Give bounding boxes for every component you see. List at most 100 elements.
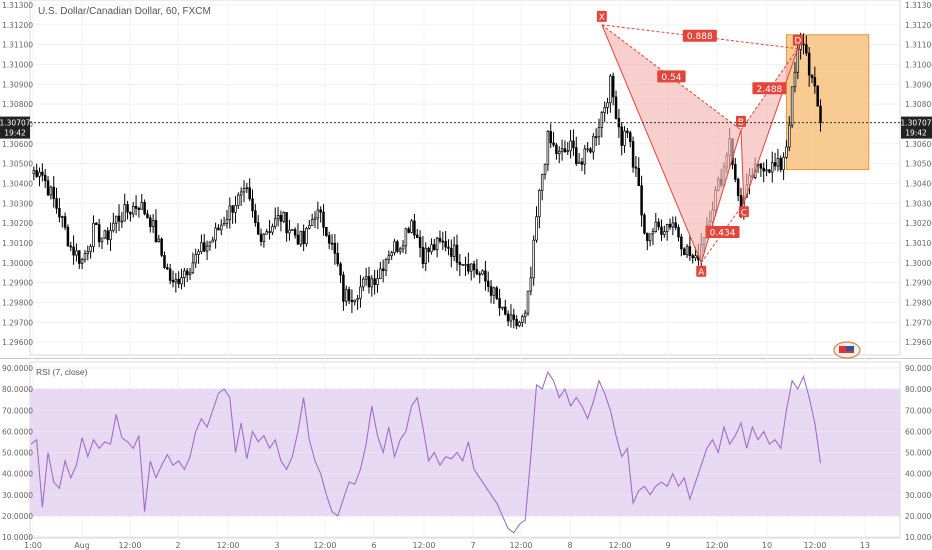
candle-body [461,264,464,266]
candle-body [151,220,155,228]
rsi-tick-label-left: 60.0000 [2,427,33,436]
candle-body [393,241,396,253]
candle-body [134,206,138,209]
candle-body [506,313,510,322]
candle-body [276,215,280,220]
price-panel[interactable] [29,0,901,356]
candle-body [356,298,359,301]
candle-body [407,228,410,233]
candle-body [819,105,822,123]
candle-body [580,161,584,165]
candle-body [342,274,345,302]
candle-body [597,126,601,138]
candle-body [660,226,663,235]
candle-body [319,209,322,213]
candle-body [549,131,552,144]
candle-body [592,136,595,153]
candle-body [273,218,277,227]
candle-body [80,259,84,264]
candle-body [680,236,683,250]
candle-body [665,224,669,232]
time-tick-label: Aug [74,541,90,550]
pattern-triangle [601,24,741,263]
rsi-tick-label-left: 50.0000 [2,449,33,458]
candle-body [560,148,564,152]
candle-body [106,230,109,240]
rsi-tick-label: 10.0000 [905,533,932,542]
candle-body [768,169,771,173]
rsi-axis-left: 90.0000 80.0000 70.0000 60.0000 50.0000 40.00… [2,364,33,542]
candle-body [563,148,567,153]
candle-body [668,224,672,228]
candle-body [35,170,38,177]
price-tick-label-left: 1.30900 [2,80,33,89]
chart-title: U.S. Dollar/Canadian Dollar, 60, FXCM [38,6,211,17]
candle-body [646,232,649,242]
candle-body [611,75,615,98]
candle-body [55,198,58,209]
candle-body [773,162,777,167]
candle-body [279,215,283,222]
candle-body [504,306,507,315]
pattern-ratio-badge [752,82,787,95]
flag-icon[interactable] [833,341,861,359]
candle-body [347,289,351,301]
candle-body [566,150,570,153]
candle-body [359,286,362,299]
price-tick-label: 1.29700 [905,318,932,327]
candle-body [688,246,692,256]
candle-body [779,157,783,170]
time-label-right: 19:42 [905,129,927,138]
candle-body [163,255,166,268]
candle-body [435,237,439,251]
candle-body [254,210,257,223]
candle-body [308,225,311,229]
candle-body [569,140,572,152]
candle-body [344,289,348,302]
pattern-point-badge [596,10,607,22]
harmonic-pattern[interactable]: X A B C D 0.888 0.54 2.488 0.434 [596,10,803,278]
candle-body [552,142,555,146]
candle-body [32,170,36,175]
rsi-tick-label-left: 90.0000 [2,364,33,373]
candle-body [211,239,215,243]
candle-body [546,131,550,165]
candle-body [387,255,391,260]
pattern-ratio-badge [682,29,717,42]
time-tick-label: 6 [371,541,376,550]
price-tick-label: 1.29600 [905,338,932,347]
candle-body [114,215,118,224]
candle-body [390,252,393,257]
candle-body [475,269,479,275]
candle-body [663,231,666,235]
last-price-label: 1.30707 [0,119,31,128]
candle-body [166,267,169,270]
candle-body [185,270,189,276]
pattern-leg [740,129,745,204]
candle-body [149,217,152,228]
time-tick-label: 12:00 [803,541,826,550]
rsi-tick-label: 20.0000 [905,512,932,521]
candle-body [478,273,481,276]
candle-body [509,314,513,322]
candle-body [41,171,44,176]
candle-body [299,230,303,245]
time-label: 19:42 [4,129,26,138]
candle-body [220,224,223,231]
candle-body [69,245,73,248]
rsi-tick-label: 40.0000 [905,470,932,479]
candle-body [293,229,297,236]
candle-body [200,242,203,253]
time-tick-label: 10 [762,541,772,550]
candle-body [66,226,70,247]
candle-body [433,244,436,251]
price-tick-label-left: 1.30000 [2,259,33,268]
candle-body [450,248,453,257]
price-tick-label-left: 1.30600 [2,140,33,149]
candle-body [316,209,320,219]
candle-body [589,148,592,153]
price-tick-label: 1.30100 [905,239,932,248]
pattern-leg [700,129,742,263]
candle-body [515,318,518,327]
price-tick-label: 1.31200 [905,21,932,30]
